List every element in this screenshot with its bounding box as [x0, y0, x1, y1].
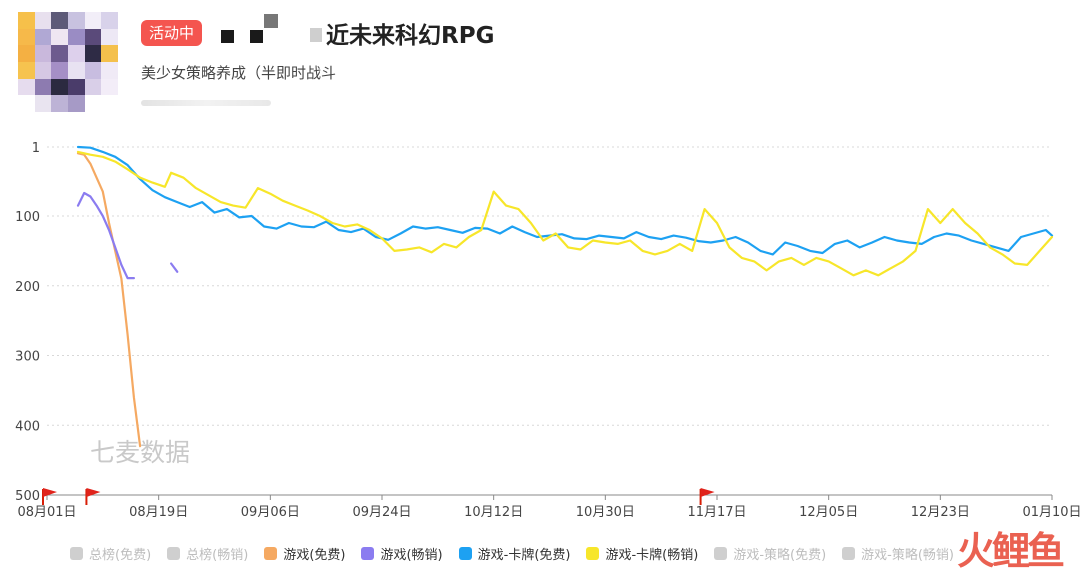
y-tick-label: 100	[15, 210, 40, 225]
legend-item[interactable]: 总榜(畅销)	[167, 544, 248, 563]
x-tick-label: 01月10日	[1022, 505, 1080, 520]
x-tick-label: 10月30日	[576, 505, 635, 520]
legend-swatch	[264, 547, 278, 560]
legend-label: 游戏(畅销)	[380, 548, 443, 563]
series-line	[76, 152, 142, 448]
redacted-block	[250, 30, 263, 43]
y-tick-label: 1	[32, 141, 40, 156]
series-line	[170, 262, 179, 273]
x-tick-label: 08月01日	[17, 505, 76, 520]
app-icon	[18, 12, 118, 112]
flag-marker[interactable]	[42, 488, 57, 505]
legend-label: 游戏-策略(免费)	[733, 548, 827, 563]
legend-item[interactable]: 游戏-策略(免费)	[714, 544, 826, 563]
redacted-block	[221, 30, 234, 43]
legend-label: 游戏-卡牌(免费)	[477, 548, 571, 563]
legend-swatch	[70, 547, 83, 560]
app-title: 近未来科幻RPG	[326, 23, 495, 49]
status-badge: 活动中	[141, 20, 203, 46]
legend-item[interactable]: 游戏-卡牌(畅销)	[586, 544, 698, 563]
series-line	[76, 191, 135, 280]
legend-item[interactable]: 总榜(免费)	[70, 544, 151, 563]
x-tick-label: 11月17日	[687, 505, 746, 520]
legend-item[interactable]: 游戏-卡牌(免费)	[458, 544, 571, 563]
x-tick-label: 10月12日	[464, 505, 523, 520]
legend-item[interactable]: 游戏(畅销)	[361, 544, 443, 563]
x-tick-label: 08月19日	[129, 505, 188, 520]
flag-marker[interactable]	[85, 488, 101, 505]
series-line	[76, 145, 1054, 256]
redacted-block	[310, 28, 322, 42]
legend-item[interactable]: 游戏(免费)	[264, 544, 345, 563]
flag-marker[interactable]	[699, 488, 715, 505]
legend-swatch	[167, 547, 181, 560]
legend-swatch	[361, 547, 375, 560]
legend-label: 游戏-卡牌(畅销)	[605, 548, 699, 563]
y-tick-label: 200	[15, 280, 40, 295]
corner-logo: 火鲤鱼	[956, 529, 1065, 573]
legend-label: 总榜(畅销)	[186, 548, 249, 563]
legend-swatch	[458, 547, 472, 560]
legend-label: 总榜(免费)	[89, 548, 152, 563]
chart-legend: 总榜(免费) 总榜(畅销) 游戏(免费) 游戏(畅销) 游戏-卡牌(免费) 游戏-卡牌(畅…	[70, 544, 954, 563]
legend-swatch	[714, 547, 728, 560]
x-tick-label: 09月24日	[352, 505, 411, 520]
app-genre: 美少女策略养成（半即时战斗	[141, 64, 337, 82]
y-tick-label: 400	[15, 419, 40, 434]
series-line	[76, 150, 1054, 277]
y-tick-label: 300	[15, 350, 40, 365]
x-tick-label: 12月05日	[799, 505, 858, 520]
legend-label: 游戏(免费)	[283, 548, 346, 563]
y-tick-label: 500	[15, 489, 40, 504]
legend-swatch	[842, 547, 856, 560]
legend-swatch	[586, 547, 600, 560]
legend-label: 游戏-策略(畅销)	[861, 548, 954, 563]
redacted-block	[264, 14, 278, 28]
x-tick-label: 12月23日	[911, 505, 970, 520]
redacted-text	[141, 100, 271, 106]
x-tick-label: 09月06日	[241, 505, 300, 520]
legend-item[interactable]: 游戏-策略(畅销)	[842, 544, 954, 563]
